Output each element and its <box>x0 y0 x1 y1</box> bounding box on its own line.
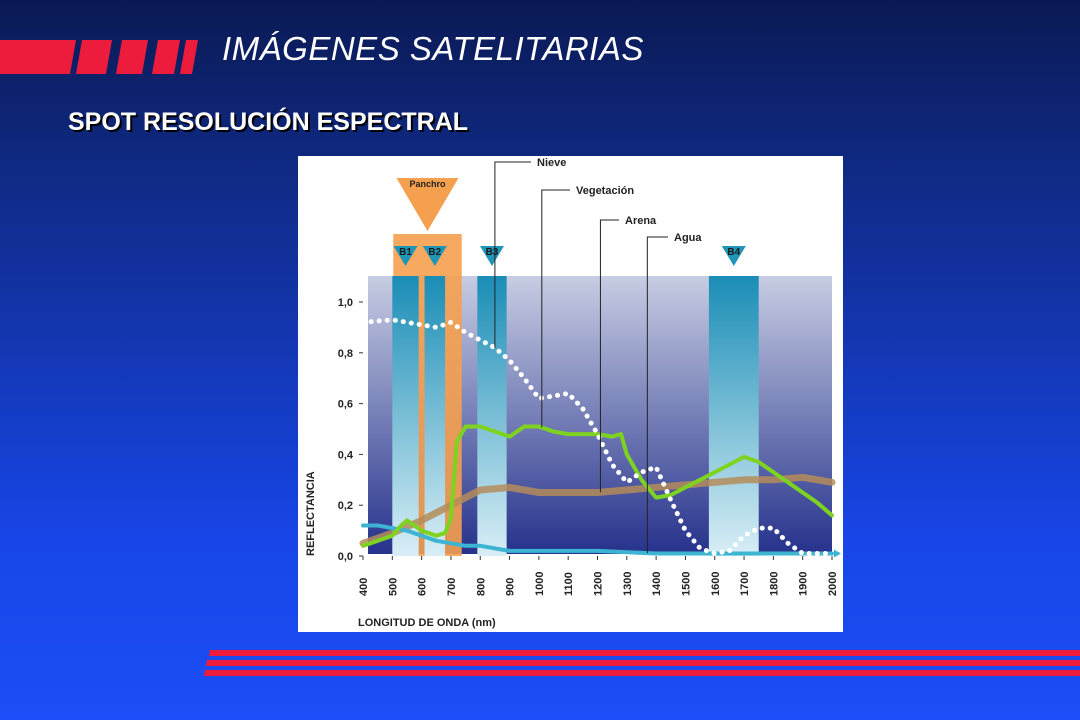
series-label: Arena <box>625 215 657 227</box>
top-red-stripe <box>76 40 112 74</box>
y-tick-label: 1,0 <box>338 297 353 309</box>
y-tick-label: 0,4 <box>338 449 354 461</box>
band-marker-b2 <box>422 246 447 266</box>
series-label: Nieve <box>537 157 566 169</box>
band-marker-b1 <box>393 246 418 266</box>
callout-line <box>494 161 531 348</box>
x-tick-label: 500 <box>387 578 399 596</box>
x-tick-label: 1700 <box>739 572 751 596</box>
x-axis-title: LONGITUD DE ONDA (nm) <box>358 617 496 629</box>
callout-line <box>541 189 570 428</box>
y-tick-label: 0,8 <box>338 348 353 360</box>
y-tick-label: 0,2 <box>338 500 353 512</box>
x-tick-label: 900 <box>505 578 517 596</box>
x-tick-label: 1900 <box>798 572 810 596</box>
series-label: Vegetación <box>576 185 634 197</box>
x-tick-label: 1300 <box>622 572 634 596</box>
y-axis-title: REFLECTANCIA <box>305 471 317 556</box>
top-red-stripe <box>152 40 180 74</box>
x-tick-label: 600 <box>417 578 429 596</box>
x-tick-label: 1400 <box>651 572 663 596</box>
series-line-agua <box>361 523 834 556</box>
band-b4 <box>708 276 759 556</box>
x-tick-label: 2000 <box>827 572 839 596</box>
series-label: Agua <box>674 232 702 244</box>
top-red-stripe <box>116 40 148 74</box>
top-red-stripe <box>180 40 198 74</box>
x-tick-label: 1100 <box>563 572 575 596</box>
band-label-b2: B2 <box>428 247 441 258</box>
series-line-arena <box>359 473 836 547</box>
x-tick-label: 1000 <box>534 572 546 596</box>
band-b2 <box>424 276 446 556</box>
band-b3 <box>477 276 507 556</box>
callout-line <box>599 219 619 493</box>
panchro-label: Panchro <box>409 179 446 189</box>
x-tick-label: 700 <box>446 578 458 596</box>
slide-title: IMÁGENES SATELITARIAS <box>222 30 644 67</box>
series-line-nieve <box>360 317 835 556</box>
y-tick-label: 0,0 <box>338 551 353 563</box>
agua-arrow-icon <box>834 549 841 558</box>
x-tick-label: 800 <box>475 578 487 596</box>
band-label-b4: B4 <box>727 247 740 258</box>
x-tick-label: 1800 <box>768 572 780 596</box>
callout-line <box>646 236 668 554</box>
x-tick-label: 1500 <box>680 572 692 596</box>
bottom-red-line <box>209 650 1080 656</box>
x-tick-label: 400 <box>358 578 370 596</box>
x-tick-label: 1200 <box>593 572 605 596</box>
spectral-chart: Panchro B1 B2 B3 B4 Nieve Vegetación Arena Agua … <box>298 156 843 632</box>
panchro-marker <box>396 178 459 231</box>
slide-subtitle: SPOT RESOLUCIÓN ESPECTRAL <box>68 108 469 136</box>
band-marker-b4 <box>721 246 746 266</box>
y-tick-label: 0,6 <box>338 399 353 411</box>
bottom-red-line <box>204 670 1080 676</box>
bottom-red-line <box>206 660 1080 666</box>
top-red-bar <box>0 40 76 74</box>
series-line-vegetacion <box>361 424 834 548</box>
band-label-b3: B3 <box>486 247 499 258</box>
x-tick-label: 1600 <box>710 572 722 596</box>
band-marker-b3 <box>479 246 504 266</box>
band-label-b1: B1 <box>399 247 412 258</box>
